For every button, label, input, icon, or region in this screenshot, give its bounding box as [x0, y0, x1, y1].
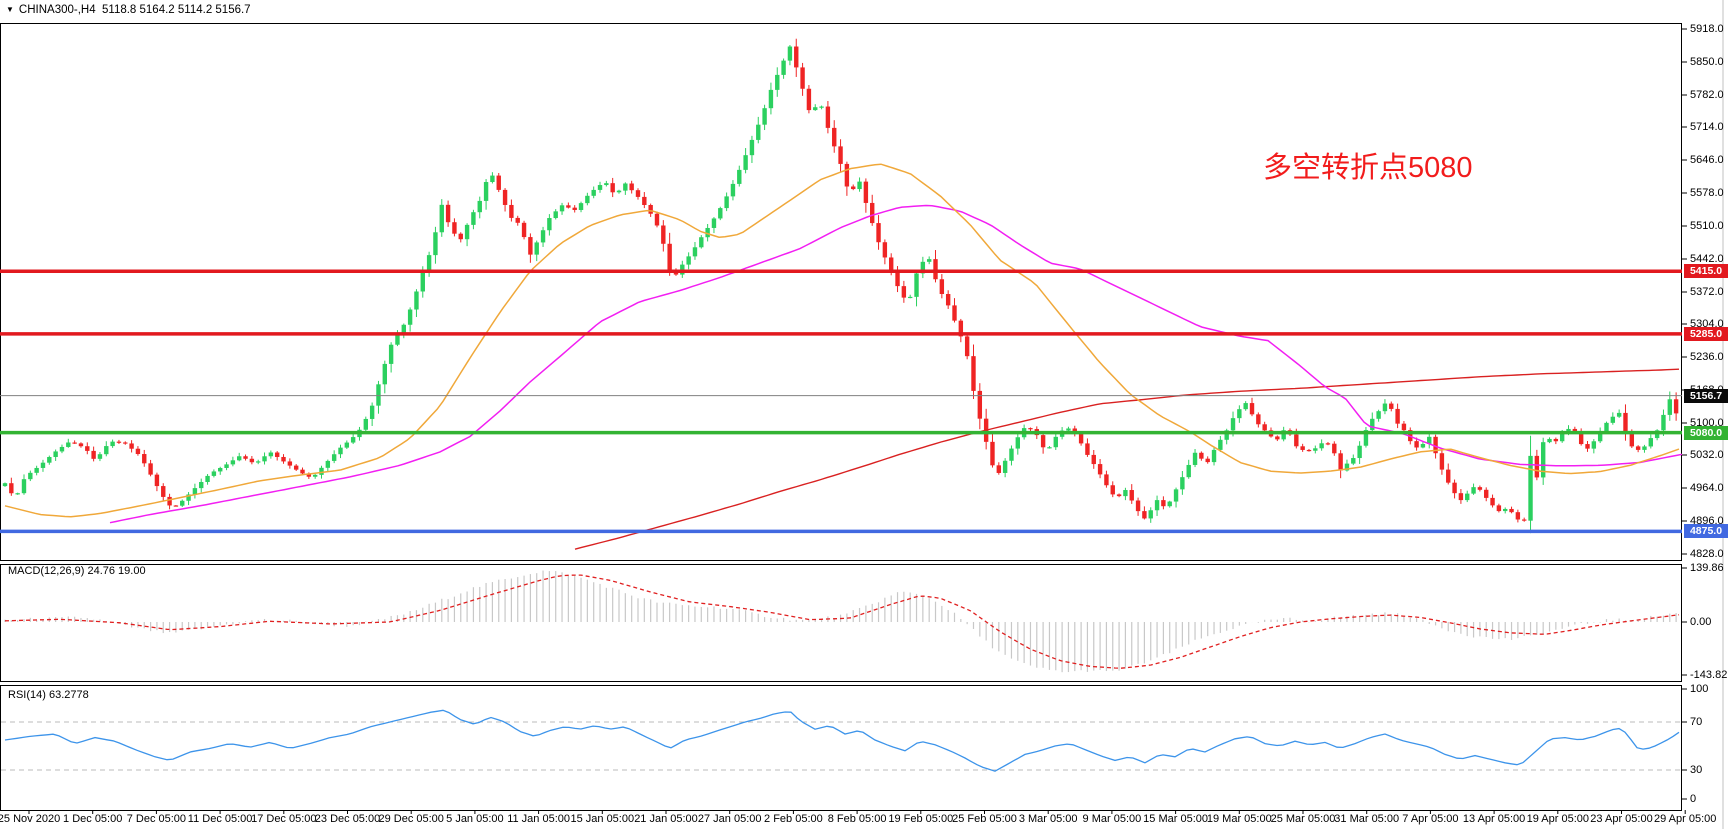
date-tick-label: 27 Jan 05:00 [697, 813, 762, 825]
price-level-badge: 4875.0 [1684, 524, 1728, 539]
date-tick-label: 3 Mar 05:00 [1018, 813, 1078, 825]
axis-tick-label: 70 [1690, 716, 1703, 728]
price-level-badge: 5285.0 [1684, 326, 1728, 341]
axis-tick-label: 4896.0 [1690, 515, 1724, 527]
axis-tick-label: 0 [1690, 793, 1697, 805]
date-tick-label: 29 Dec 05:00 [378, 813, 444, 825]
axis-tick-label: 139.86 [1690, 562, 1724, 574]
date-tick-label: 25 Nov 2020 [0, 813, 61, 825]
date-tick-label: 2 Feb 05:00 [764, 813, 823, 825]
date-tick-label: 19 Feb 05:00 [888, 813, 954, 825]
date-tick-label: 21 Jan 05:00 [634, 813, 698, 825]
price-level-badge: 5415.0 [1684, 264, 1728, 279]
date-tick-label: 15 Jan 05:00 [570, 813, 635, 825]
collapse-triangle-icon[interactable]: ▼ [6, 5, 14, 14]
date-tick-label: 11 Dec 05:00 [187, 813, 253, 825]
date-tick-label: 8 Feb 05:00 [827, 813, 887, 825]
date-tick-label: 29 Apr 05:00 [1653, 813, 1717, 825]
date-tick-label: 31 Mar 05:00 [1334, 813, 1400, 825]
date-tick-label: 23 Apr 05:00 [1590, 813, 1653, 825]
axis-tick-label: 5236.0 [1690, 351, 1724, 363]
axis-tick-label: 5918.0 [1690, 23, 1724, 35]
rsi-indicator-label: RSI(14) 63.2778 [8, 689, 89, 701]
date-tick-label: 17 Dec 05:00 [251, 813, 317, 825]
axis-tick-label: 4828.0 [1690, 548, 1724, 560]
axis-tick-label: 5714.0 [1690, 121, 1724, 133]
axis-tick-label: 4964.0 [1690, 482, 1724, 494]
axis-tick-label: 30 [1690, 764, 1703, 776]
date-tick-label: 7 Apr 05:00 [1402, 813, 1459, 825]
axis-tick-label: 5510.0 [1690, 220, 1724, 232]
axis-tick-label: 5442.0 [1690, 253, 1724, 265]
date-tick-label: 5 Jan 05:00 [446, 813, 504, 825]
date-tick-label: 11 Jan 05:00 [507, 813, 570, 825]
axis-tick-label: 100 [1690, 683, 1709, 695]
date-tick-label: 23 Dec 05:00 [314, 813, 381, 825]
symbol-ohlc-label: CHINA300-,H4 5118.8 5164.2 5114.2 5156.7 [18, 4, 251, 16]
price-level-badge: 5156.7 [1684, 388, 1728, 403]
date-tick-label: 19 Apr 05:00 [1526, 813, 1589, 825]
chart-title-bar: ▼ CHINA300-,H4 5118.8 5164.2 5114.2 5156… [6, 4, 251, 16]
date-tick-label: 9 Mar 05:00 [1082, 813, 1142, 825]
axis-tick-label: 0.00 [1690, 616, 1712, 628]
axis-tick-label: 5782.0 [1690, 89, 1724, 101]
date-tick-label: 1 Dec 05:00 [63, 813, 123, 825]
date-tick-label: 13 Apr 05:00 [1462, 813, 1526, 825]
axis-tick-label: 5372.0 [1690, 286, 1724, 298]
axis-tick-label: 5578.0 [1690, 187, 1724, 199]
axis-tick-label: 5850.0 [1690, 56, 1724, 68]
date-tick-label: 25 Mar 05:00 [1270, 813, 1336, 825]
price-level-badge: 5080.0 [1684, 425, 1728, 440]
axis-tick-label: 5646.0 [1690, 154, 1724, 166]
axis-tick-label: 5032.0 [1690, 449, 1724, 461]
axis-tick-label: -143.82 [1690, 669, 1728, 681]
date-tick-label: 15 Mar 05:00 [1143, 813, 1209, 825]
date-tick-label: 19 Mar 05:00 [1206, 813, 1272, 825]
date-tick-label: 7 Dec 05:00 [126, 813, 187, 825]
macd-indicator-label: MACD(12,26,9) 24.76 19.00 [8, 565, 146, 577]
date-tick-label: 25 Feb 05:00 [952, 813, 1017, 825]
annotation-text: 多空转折点5080 [1263, 152, 1473, 184]
